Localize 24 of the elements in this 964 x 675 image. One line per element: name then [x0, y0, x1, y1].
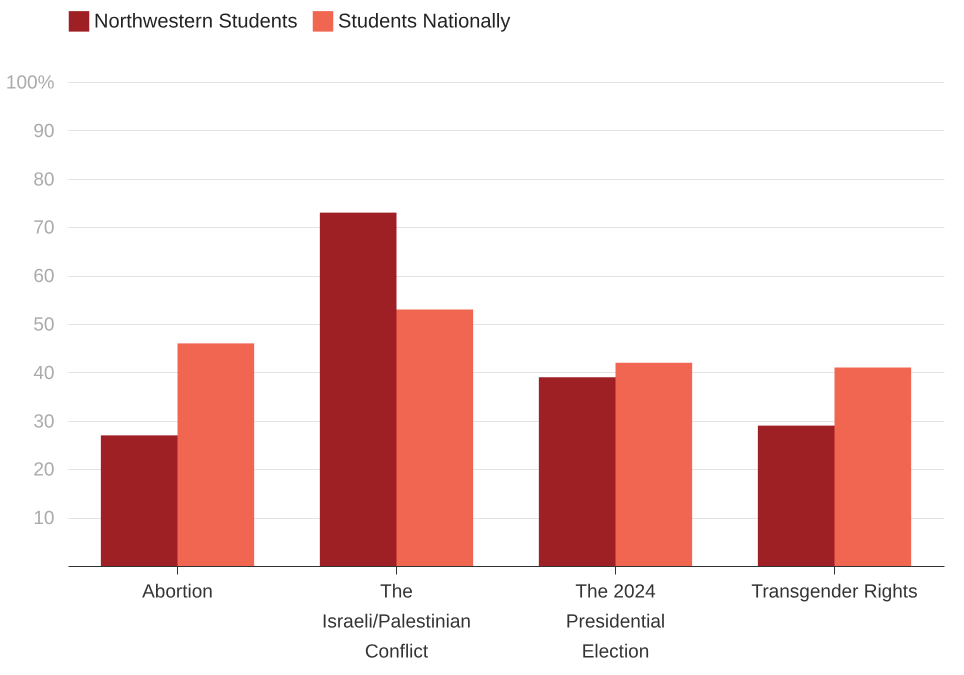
- y-tick-label: 30: [33, 411, 54, 432]
- bar: [616, 362, 692, 566]
- bar: [396, 309, 474, 566]
- legend-label: Northwestern Students: [94, 10, 298, 32]
- x-tick-label: The Israeli/Palestinian Conflict: [322, 582, 471, 662]
- bar: [834, 368, 912, 566]
- y-tick-label: 80: [33, 169, 54, 190]
- y-tick-label: 10: [33, 508, 54, 530]
- bar: [178, 343, 254, 566]
- x-tick-label: The 2024 Presidential Election: [566, 582, 666, 662]
- y-tick-label: 100%: [6, 72, 55, 94]
- bar: [320, 212, 396, 566]
- bar: [100, 435, 178, 566]
- y-tick-label: 40: [33, 362, 54, 384]
- x-tick-label: Abortion: [142, 582, 213, 602]
- y-tick-label: 90: [33, 120, 54, 142]
- bar: [758, 426, 834, 566]
- y-tick-label: 60: [33, 266, 54, 288]
- y-tick-label: 20: [33, 460, 54, 481]
- bar: [538, 377, 616, 566]
- y-tick-label: 70: [33, 218, 54, 239]
- legend-label: Students Nationally: [338, 10, 510, 32]
- x-tick-label: Transgender Rights: [751, 582, 918, 602]
- y-tick-label: 50: [33, 314, 54, 336]
